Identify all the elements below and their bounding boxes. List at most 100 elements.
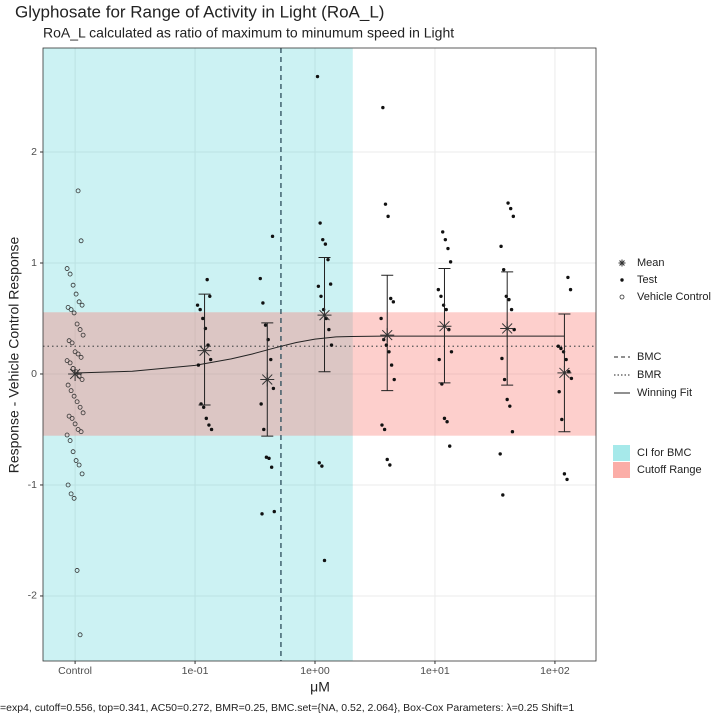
test-point	[322, 558, 327, 563]
legend-label: BMR	[637, 369, 662, 381]
test-point	[389, 296, 393, 301]
test-point	[511, 214, 516, 219]
test-point	[506, 201, 510, 205]
vehicle-control-point	[73, 291, 79, 297]
mean-marker	[68, 366, 83, 381]
vehicle-control-point	[66, 413, 72, 419]
test-point	[270, 234, 275, 239]
vehicle-control-point	[69, 340, 75, 346]
legend-cutoff-key	[613, 462, 630, 478]
vehicle-control-point	[79, 377, 85, 382]
test-point	[316, 284, 321, 288]
vehicle-control-point	[69, 415, 75, 421]
test-point	[269, 357, 273, 362]
mean-marker	[317, 308, 332, 323]
test-point	[379, 316, 383, 321]
test-point	[261, 301, 265, 305]
y-tick-label: 1	[31, 257, 37, 269]
test-point	[509, 307, 514, 312]
test-point	[389, 363, 394, 367]
test-point	[386, 214, 390, 219]
test-point	[508, 404, 512, 408]
test-point	[208, 357, 213, 362]
test-point	[271, 386, 276, 391]
test-point	[262, 427, 266, 432]
y-tick-label: -1	[28, 479, 37, 491]
test-point	[442, 416, 447, 421]
test-point	[208, 294, 212, 298]
vehicle-control-point	[78, 354, 84, 360]
test-point	[556, 344, 560, 348]
vehicle-control-point	[80, 332, 86, 338]
test-point	[501, 267, 506, 272]
vehicle-control-point	[66, 338, 72, 344]
test-point	[498, 452, 502, 456]
vehicle-control-point	[78, 238, 84, 244]
test-point	[569, 376, 574, 381]
test-point	[201, 316, 205, 321]
vehicle-control-point	[73, 458, 79, 463]
cutoff-band	[43, 312, 596, 436]
x-axis-label: μM	[310, 679, 330, 695]
vehicle-control-point	[80, 410, 86, 416]
test-point	[263, 323, 268, 327]
vehicle-control-point	[65, 304, 71, 310]
vehicle-control-point	[64, 266, 70, 271]
footer-note: =exp4, cutoff=0.556, top=0.341, AC50=0.2…	[0, 702, 574, 714]
test-point	[557, 390, 561, 394]
test-point	[507, 297, 511, 302]
test-point	[385, 457, 389, 462]
mean-marker	[260, 372, 275, 387]
test-point	[439, 294, 443, 298]
test-point	[568, 287, 573, 292]
vehicle-control-point	[64, 432, 70, 438]
vehicle-control-point	[70, 282, 76, 288]
y-tick-label: -2	[28, 590, 37, 602]
chart-subtitle: RoA_L calculated as ratio of maximum to …	[43, 25, 454, 41]
vehicle-control-point	[64, 358, 70, 364]
test-point	[260, 512, 264, 516]
test-point	[499, 244, 503, 249]
vehicle-control-point	[79, 471, 85, 477]
x-tick-label: Control	[58, 665, 92, 677]
vehicle-control-point	[74, 399, 80, 405]
test-point	[207, 423, 211, 427]
vehicle-control-point	[75, 188, 81, 194]
mean-marker	[380, 328, 395, 343]
test-point	[502, 377, 507, 382]
vehicle-control-point	[67, 271, 73, 277]
test-point	[387, 350, 391, 354]
vehicle-control-point	[65, 482, 71, 488]
test-point	[198, 307, 202, 312]
plot-border	[42, 47, 597, 662]
vehicle-control-point	[71, 495, 77, 501]
test-point	[391, 300, 396, 304]
test-point	[437, 357, 441, 362]
vehicle-control-point	[68, 307, 74, 313]
x-tick-label: 1e-01	[182, 665, 209, 677]
chart-title: Glyphosate for Range of Activity in Ligh…	[15, 2, 384, 21]
vehicle-control-point	[77, 632, 83, 638]
test-point	[441, 230, 445, 234]
test-point	[315, 74, 320, 79]
vehicle-control-point	[68, 491, 74, 497]
test-point	[259, 402, 263, 406]
y-axis-label: Response - Vehicle Control Response	[6, 236, 22, 473]
test-point	[508, 206, 513, 211]
test-point	[317, 461, 321, 465]
test-point	[326, 257, 330, 262]
mean-marker	[437, 319, 452, 334]
test-point	[444, 307, 448, 312]
test-point	[449, 350, 454, 354]
test-point	[269, 465, 274, 469]
legend-label: Vehicle Control	[637, 291, 711, 303]
test-point	[319, 294, 323, 298]
test-point	[562, 472, 567, 476]
vehicle-control-point	[71, 393, 77, 399]
test-point	[196, 363, 201, 367]
test-point	[565, 477, 569, 482]
x-tick-label: 1e+02	[540, 665, 570, 677]
vehicle-control-point	[70, 449, 76, 455]
test-point	[381, 105, 385, 110]
